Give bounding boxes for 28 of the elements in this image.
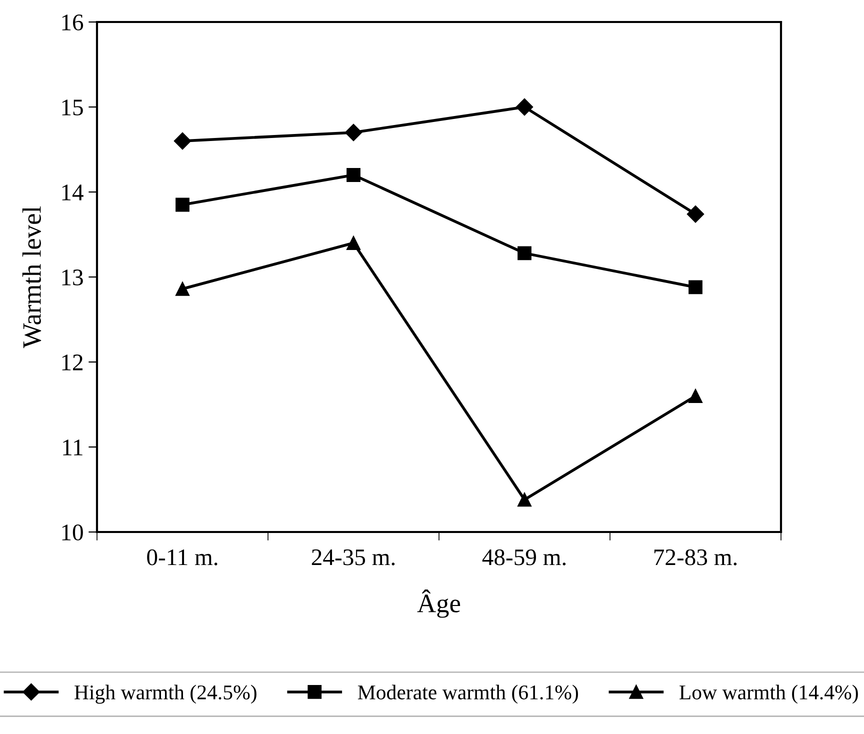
y-tick-label: 10	[62, 524, 83, 540]
legend-label: Low warmth (14.4%)	[680, 684, 858, 704]
point	[174, 132, 192, 150]
x-tick-label: 0-11 m.	[147, 549, 218, 566]
x-tick-label: 72-83 m.	[654, 549, 737, 566]
point	[516, 98, 534, 116]
point	[346, 168, 360, 182]
legend-label: High warmth (24.5%)	[74, 684, 256, 704]
y-tick-label: 11	[63, 440, 82, 456]
point	[688, 280, 702, 294]
y-tick-label: 13	[62, 270, 83, 286]
point	[346, 236, 360, 250]
x-tick-label: 48-59 m.	[482, 549, 566, 566]
point	[518, 246, 532, 260]
y-tick-label: 15	[62, 100, 83, 116]
y-tick-label: 14	[62, 184, 84, 200]
point	[688, 389, 702, 403]
point	[344, 124, 362, 142]
point	[176, 198, 190, 212]
point	[686, 206, 704, 223]
y-axis-title: Warmth level	[22, 206, 42, 348]
point	[518, 492, 532, 507]
legend-label: Moderate warmth (61.1%)	[358, 684, 578, 704]
y-tick-label: 12	[62, 354, 83, 370]
point	[176, 282, 190, 296]
y-tick-label: 16	[62, 14, 84, 30]
x-tick-label: 24-35 m.	[312, 549, 395, 566]
x-axis-title: Âge	[417, 590, 460, 618]
